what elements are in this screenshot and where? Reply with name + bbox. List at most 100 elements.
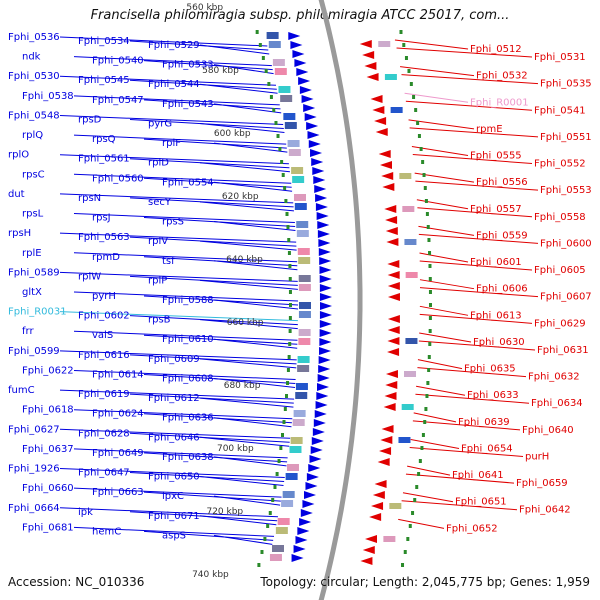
- feature-swatch: [298, 338, 311, 345]
- left-gene-label: rplD: [148, 158, 169, 169]
- left-gene-label: Fphi_0660: [22, 483, 74, 494]
- left-gene-label: Fphi_0624: [92, 409, 144, 420]
- inner-gc-mark: [280, 160, 284, 164]
- outer-gc-mark: [428, 264, 432, 268]
- reverse-gene-arrow: [378, 150, 391, 158]
- left-gene-label: hemC: [92, 526, 121, 537]
- left-gene-label: Fphi_0646: [148, 432, 200, 443]
- feature-swatch: [389, 503, 402, 509]
- left-gene-label: Fphi_0589: [8, 267, 60, 278]
- right-connector: [415, 393, 530, 404]
- reverse-gene-arrow: [382, 183, 395, 191]
- left-gene-label: fumC: [8, 385, 35, 396]
- right-gene-label: Fphi_0541: [534, 105, 586, 116]
- forward-gene-arrow: [309, 455, 322, 463]
- outer-gc-mark: [413, 498, 417, 502]
- reverse-gene-arrow: [380, 161, 393, 169]
- left-gene-label: Fphi_0610: [162, 334, 214, 345]
- right-connector: [416, 385, 466, 396]
- feature-swatch: [298, 329, 311, 336]
- inner-gc-mark: [285, 212, 289, 216]
- right-connector: [419, 279, 475, 290]
- left-connector: [199, 436, 290, 447]
- right-connector: [402, 492, 454, 503]
- left-connector: [73, 252, 298, 263]
- outer-gc-mark: [407, 69, 411, 73]
- feature-swatch: [401, 404, 414, 410]
- feature-swatch: [290, 437, 303, 444]
- reverse-gene-arrow: [369, 513, 382, 521]
- left-connector: [213, 495, 281, 506]
- left-connector: [199, 44, 270, 55]
- left-gene-label: Fphi_0544: [148, 79, 200, 90]
- left-gene-label: Fphi_0561: [78, 154, 130, 165]
- inner-gc-mark: [275, 472, 279, 476]
- forward-gene-arrow: [316, 212, 329, 220]
- right-gene-label: Fphi_0556: [476, 177, 528, 188]
- left-connector: [199, 162, 290, 173]
- forward-gene-arrow: [317, 230, 330, 238]
- feature-swatch: [384, 74, 397, 80]
- left-connector: [129, 40, 269, 51]
- feature-swatch: [404, 239, 417, 245]
- kbp-tick-label: 640 kbp: [226, 255, 263, 265]
- right-connector: [412, 154, 533, 165]
- forward-gene-arrow: [300, 509, 313, 517]
- inner-gc-mark: [285, 394, 289, 398]
- kbp-tick-label: 700 kbp: [217, 444, 254, 454]
- forward-gene-arrow: [317, 221, 330, 229]
- left-connector: [213, 534, 273, 545]
- left-gene-label: Fphi_0602: [78, 311, 130, 322]
- left-gene-label: Fphi_0588: [162, 295, 214, 306]
- right-connector: [419, 252, 469, 263]
- forward-gene-arrow: [315, 203, 328, 211]
- left-gene-label: Fphi_0609: [148, 354, 200, 365]
- left-gene-label: Fphi_0628: [78, 428, 130, 439]
- forward-gene-arrow: [318, 239, 331, 247]
- left-gene-label: rpsQ: [92, 134, 116, 145]
- right-connector: [419, 260, 533, 271]
- feature-swatch: [284, 122, 297, 129]
- forward-gene-arrow: [312, 167, 325, 175]
- feature-swatch: [275, 527, 288, 534]
- inner-gc-mark: [281, 433, 285, 437]
- feature-swatch: [282, 491, 295, 498]
- feature-swatch: [281, 500, 294, 507]
- right-connector: [418, 233, 539, 244]
- forward-gene-arrow: [313, 419, 326, 427]
- inner-gc-mark: [281, 173, 285, 177]
- forward-gene-arrow: [312, 428, 325, 436]
- inner-gc-mark: [287, 251, 291, 255]
- left-gene-label: rpsD: [78, 114, 102, 125]
- left-connector: [213, 338, 298, 349]
- left-gene-label: Fphi_0529: [148, 40, 200, 51]
- right-gene-label: Fphi_0629: [534, 318, 586, 329]
- right-connector: [400, 66, 475, 77]
- forward-gene-arrow: [311, 437, 324, 445]
- outer-gc-mark: [418, 459, 422, 463]
- left-connector: [73, 526, 275, 537]
- right-gene-label: Fphi_0606: [476, 284, 528, 295]
- right-connector: [412, 420, 521, 431]
- outer-gc-mark: [404, 56, 408, 60]
- forward-gene-arrow: [290, 41, 303, 49]
- right-gene-label: Fphi_0551: [540, 132, 592, 143]
- outer-gc-mark: [422, 173, 426, 177]
- right-gene-label: Fphi_0633: [467, 390, 519, 401]
- forward-gene-arrow: [315, 194, 328, 202]
- right-gene-label: Fphi_0607: [540, 292, 592, 303]
- left-connector: [59, 350, 297, 361]
- left-gene-label: Fphi_0638: [162, 452, 214, 463]
- inner-gc-mark: [283, 407, 287, 411]
- left-gene-label: Fphi_0650: [148, 472, 200, 483]
- accession-label: Accession: NC_010336: [8, 575, 145, 589]
- feature-swatch: [272, 59, 285, 66]
- outer-gc-mark: [409, 82, 413, 86]
- left-gene-label: Fphi_0538: [22, 91, 74, 102]
- outer-gc-mark: [421, 433, 425, 437]
- left-connector: [59, 114, 284, 125]
- forward-gene-arrow: [305, 482, 318, 490]
- left-gene-label: Fphi_0649: [92, 448, 144, 459]
